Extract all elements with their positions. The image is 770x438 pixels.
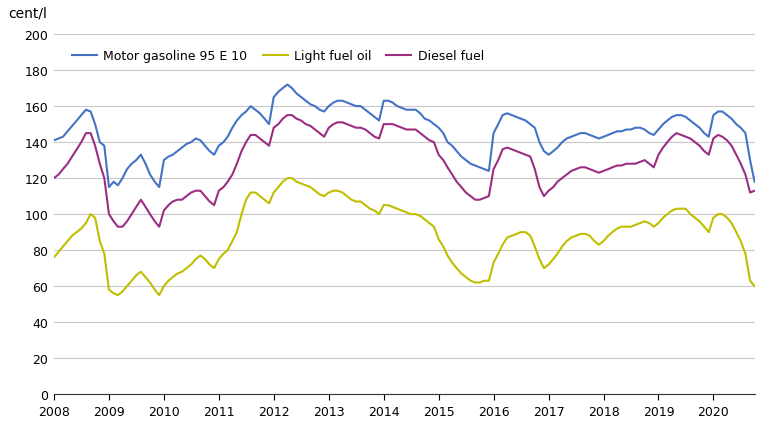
- Line: Light fuel oil: Light fuel oil: [54, 179, 755, 296]
- Line: Diesel fuel: Diesel fuel: [54, 116, 755, 227]
- Legend: Motor gasoline 95 E 10, Light fuel oil, Diesel fuel: Motor gasoline 95 E 10, Light fuel oil, …: [67, 45, 489, 68]
- Text: cent/l: cent/l: [8, 7, 47, 21]
- Line: Motor gasoline 95 E 10: Motor gasoline 95 E 10: [54, 85, 755, 187]
